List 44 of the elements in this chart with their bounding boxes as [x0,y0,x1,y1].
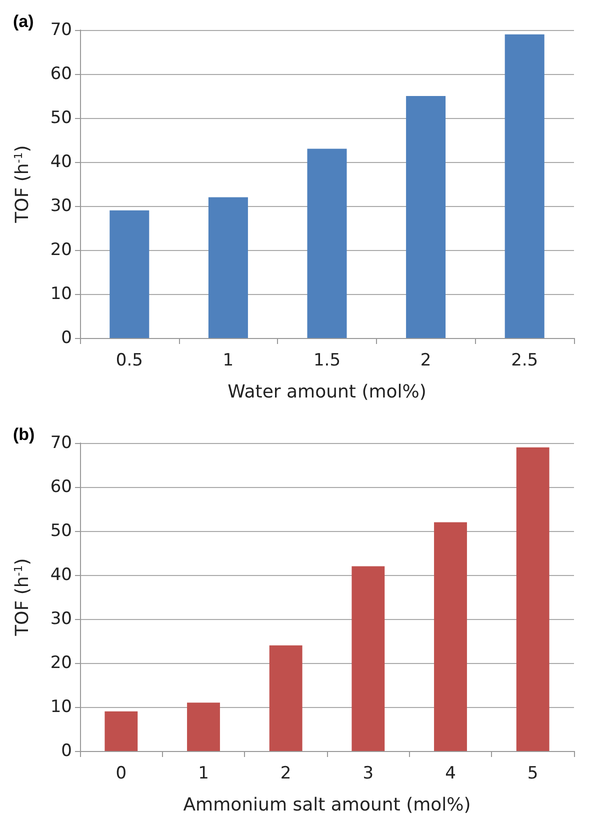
y-tick-label: 40 [50,152,72,172]
chart-title: (a) [13,12,34,31]
x-tick-label: 4 [445,764,456,784]
y-tick-label: 20 [50,653,72,673]
x-axis-title: Water amount (mol%) [228,382,426,402]
x-tick-label: 3 [362,764,374,784]
y-tick-label: 0 [61,328,72,348]
x-axis-title: Ammonium salt amount (mol%) [183,794,471,816]
y-tick-label: 50 [50,108,72,128]
bar [434,522,467,751]
y-tick-label: 60 [50,64,72,84]
y-axis-title: TOF (h-1) [12,558,33,637]
x-tick-label: 5 [527,764,538,784]
x-tick-label: 0.5 [116,350,143,370]
y-tick-label: 30 [50,609,72,629]
x-tick-label: 2.5 [511,350,538,370]
x-tick-label: 1 [222,350,234,370]
bar [352,566,385,751]
y-tick-label: 20 [50,240,72,260]
bar [104,711,138,751]
bar [504,34,544,338]
bar [187,702,220,751]
y-tick-label: 40 [50,565,72,585]
bar [208,197,248,338]
chart-title: (b) [13,425,35,444]
y-tick-label: 70 [50,433,72,453]
x-tick-label: 1.5 [313,350,341,370]
x-tick-label: 2 [280,764,292,784]
y-tick-label: 70 [50,20,72,40]
bar [516,447,550,751]
y-tick-label: 50 [50,521,72,541]
x-tick-label: 1 [198,764,209,784]
x-tick-label: 2 [420,350,432,370]
bar [110,210,150,338]
y-tick-label: 0 [61,741,72,761]
y-tick-label: 10 [50,284,72,304]
x-tick-label: 0 [116,764,127,784]
bar [307,148,347,338]
y-tick-label: 60 [50,477,72,497]
bar [406,96,446,338]
y-axis-title: TOF (h-1) [12,145,33,224]
y-tick-label: 30 [50,196,72,216]
bar [269,645,302,751]
y-tick-label: 10 [50,697,72,717]
